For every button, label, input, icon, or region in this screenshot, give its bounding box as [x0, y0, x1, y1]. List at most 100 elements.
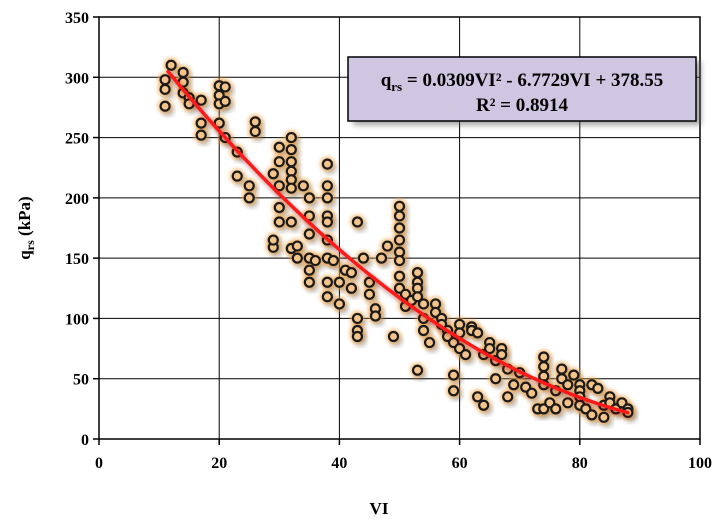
data-point	[243, 180, 255, 192]
data-point	[285, 216, 297, 228]
data-point	[411, 267, 424, 279]
data-point	[159, 100, 171, 112]
data-point	[303, 228, 315, 240]
data-point	[219, 95, 231, 108]
y-tick-label: 250	[65, 131, 89, 148]
data-point	[291, 252, 303, 264]
data-point	[195, 94, 207, 106]
y-tick-label: 100	[65, 311, 89, 328]
data-point	[351, 330, 364, 343]
data-point	[159, 83, 171, 95]
data-point	[303, 192, 315, 204]
x-tick-label: 40	[331, 455, 347, 472]
data-point	[195, 129, 207, 141]
data-point	[249, 125, 261, 138]
data-point	[321, 158, 333, 170]
data-point	[321, 216, 333, 228]
data-point	[273, 216, 285, 228]
data-point	[267, 168, 279, 180]
data-point	[387, 330, 400, 343]
data-point	[502, 391, 514, 403]
data-point	[321, 180, 333, 192]
data-point	[273, 180, 285, 192]
equation-box-bg	[347, 56, 697, 122]
data-point	[460, 349, 472, 361]
data-point	[267, 234, 279, 246]
y-axis-title: qrs (kPa)	[15, 196, 37, 259]
data-point	[291, 240, 303, 252]
data-point	[285, 131, 297, 144]
data-point	[538, 351, 550, 363]
data-point	[562, 379, 574, 391]
data-point	[417, 324, 430, 337]
data-point	[249, 116, 261, 128]
trendline-curve	[166, 69, 630, 415]
data-point	[484, 342, 496, 355]
data-point	[393, 270, 406, 282]
data-point	[381, 240, 394, 252]
data-point	[159, 74, 171, 86]
r-squared-text: R² = 0.8914	[476, 95, 568, 116]
data-point	[321, 291, 333, 303]
data-point	[345, 267, 358, 279]
data-point	[490, 373, 502, 385]
data-point	[496, 349, 508, 361]
data-point	[393, 254, 406, 267]
data-point	[423, 336, 436, 349]
data-point	[478, 399, 490, 411]
data-point	[393, 222, 406, 234]
data-point	[231, 170, 243, 182]
y-tick-label: 300	[65, 70, 89, 87]
data-point	[297, 180, 309, 192]
x-tick-label: 0	[95, 455, 103, 472]
data-point	[393, 234, 406, 246]
data-point	[321, 276, 333, 288]
data-point	[598, 411, 610, 423]
data-point	[369, 310, 382, 322]
data-point	[550, 403, 562, 415]
data-point	[447, 385, 460, 397]
data-point	[592, 382, 604, 394]
x-tick-label: 80	[572, 455, 588, 472]
data-point	[285, 182, 297, 194]
data-point	[177, 66, 189, 79]
data-point	[285, 156, 297, 168]
data-point	[195, 117, 207, 129]
data-point	[411, 291, 424, 303]
data-point	[562, 397, 574, 409]
data-point	[327, 254, 339, 267]
axis-ticks: 0 20 40 60 80 100 0 50 100 150 200 250 300 350	[65, 10, 712, 472]
data-point	[273, 201, 285, 214]
data-point	[219, 81, 231, 93]
x-tick-label: 100	[688, 455, 712, 472]
data-point	[526, 387, 538, 399]
data-point	[472, 391, 484, 403]
data-point	[472, 327, 484, 339]
y-tick-label: 350	[65, 10, 89, 27]
data-point	[351, 312, 364, 325]
data-point	[345, 282, 358, 294]
data-point	[375, 252, 388, 264]
x-axis-title: VI	[370, 499, 389, 518]
y-tick-label: 50	[73, 372, 89, 389]
data-point	[285, 144, 297, 156]
data-point	[273, 141, 285, 153]
data-point	[556, 363, 568, 375]
data-point	[411, 364, 424, 376]
equation-text: qrs = 0.0309VI² - 6.7729VI + 378.55	[381, 70, 664, 94]
data-point	[568, 369, 580, 381]
data-point	[309, 254, 321, 267]
data-point	[321, 192, 333, 204]
x-tick-label: 60	[452, 455, 468, 472]
data-point	[351, 216, 364, 228]
data-point	[357, 252, 370, 264]
data-point	[586, 409, 598, 421]
y-tick-label: 0	[81, 432, 89, 449]
y-tick-label: 150	[65, 251, 89, 268]
equation-box: qrs = 0.0309VI² - 6.7729VI + 378.55 R² =…	[347, 56, 701, 125]
data-point	[243, 192, 255, 204]
data-point	[303, 264, 315, 276]
x-tick-label: 20	[211, 455, 227, 472]
data-points	[159, 59, 634, 423]
